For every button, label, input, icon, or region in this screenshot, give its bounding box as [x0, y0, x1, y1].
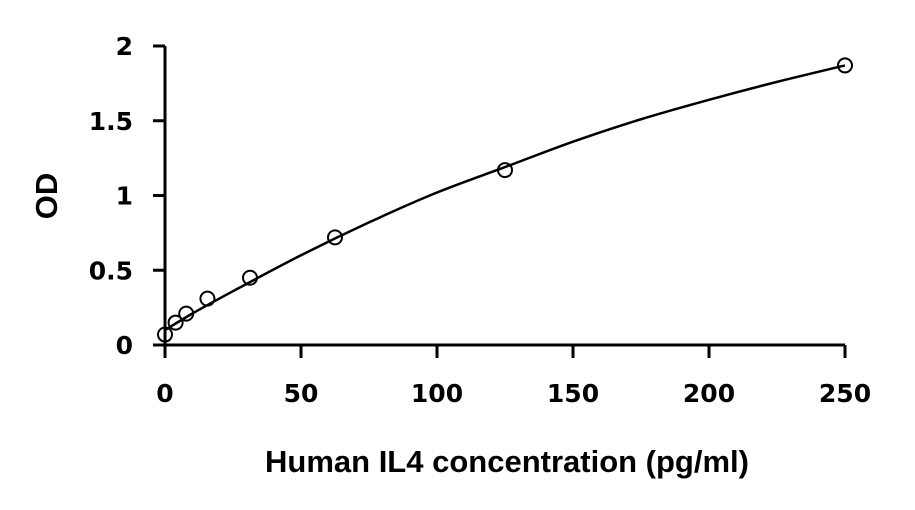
data-point-marker: [178, 305, 195, 322]
y-tick-label: 1: [116, 182, 133, 211]
y-tick-label: 2: [116, 32, 133, 61]
data-point-marker: [242, 269, 258, 286]
data-point-marker: [327, 229, 343, 246]
x-tick-label: 150: [547, 379, 599, 408]
data-point-marker: [837, 57, 853, 74]
y-axis: 0 0.5 1 1.5 2: [89, 32, 167, 360]
fit-curve-line: [164, 64, 846, 332]
x-tick-label: 100: [411, 379, 463, 408]
data-point-marker: [167, 314, 184, 331]
x-axis: 0 50 100 150 200 250: [153, 343, 871, 408]
x-tick-label: 200: [683, 379, 735, 408]
y-tick-label: 1.5: [89, 107, 133, 136]
x-tick-label: 250: [819, 379, 871, 408]
x-tick-label: 0: [156, 379, 173, 408]
data-point-marker: [157, 326, 173, 343]
data-point-marker: [199, 290, 216, 307]
y-axis-title: OD: [29, 173, 64, 220]
y-tick-label: 0.5: [89, 256, 133, 285]
data-points: [157, 57, 853, 343]
y-tick-label: 0: [116, 331, 133, 360]
x-tick-label: 50: [284, 379, 319, 408]
x-axis-title: Human IL4 concentration (pg/ml): [265, 444, 749, 479]
data-point-marker: [497, 162, 513, 179]
